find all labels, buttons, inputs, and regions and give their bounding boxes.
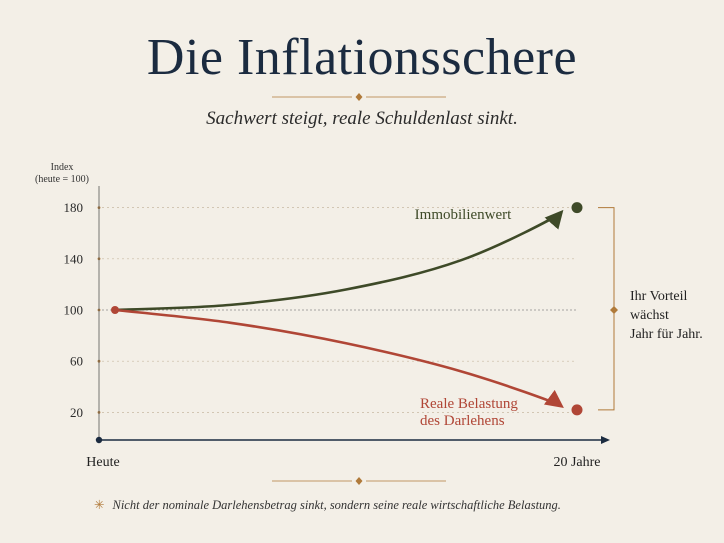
y-tick-label: 140 [64, 251, 84, 266]
series-line-immobilienwert [113, 209, 564, 312]
end-point [571, 404, 583, 416]
series-line-belastung [113, 308, 564, 408]
x-tick-label: 20 Jahre [553, 455, 600, 470]
footnote-text: Nicht der nominale Darlehensbetrag sinkt… [112, 498, 561, 512]
y-axis-label: (heute = 100) [35, 174, 89, 185]
y-tick-label: 180 [64, 200, 84, 215]
annotation-text: wächst [630, 308, 669, 323]
start-point [111, 306, 119, 314]
y-tick-label: 60 [70, 354, 83, 369]
chart-axes [95, 186, 610, 444]
y-tick-label: 100 [64, 303, 84, 318]
chart-grid [97, 206, 577, 414]
page-title: Die Inflationsschere [146, 29, 578, 86]
arrow-icon [601, 436, 610, 444]
divider-top [272, 93, 446, 101]
series-label-immobilienwert: Immobilienwert [415, 207, 512, 223]
y-axis-label: Index [51, 162, 74, 173]
divider-bottom [272, 477, 446, 485]
annotation-text: Jahr für Jahr. [630, 327, 703, 342]
chart-series [111, 202, 583, 416]
y-tick-label: 20 [70, 405, 83, 420]
annotation-text: Ihr Vorteil [630, 289, 688, 304]
chart-labels: 20 60 100 140 180 Index(heute = 100) Heute 20 J… [35, 162, 601, 470]
series-label-belastung: des Darlehens [420, 413, 505, 429]
diamond-icon [610, 306, 618, 314]
diamond-icon [355, 477, 363, 485]
footnote: ✳ Nicht der nominale Darlehensbetrag sink… [94, 497, 714, 513]
diamond-icon [355, 93, 363, 101]
x-tick-label: Heute [86, 455, 119, 470]
series-label-belastung: Reale Belastung [420, 396, 518, 412]
asterisk-icon: ✳ [94, 498, 105, 512]
page-subtitle: Sachwert steigt, reale Schuldenlast sink… [206, 108, 518, 129]
chart-annotation: Ihr Vorteil wächst Jahr für Jahr. [598, 207, 703, 411]
end-point [571, 202, 583, 214]
origin-dot [95, 436, 103, 444]
